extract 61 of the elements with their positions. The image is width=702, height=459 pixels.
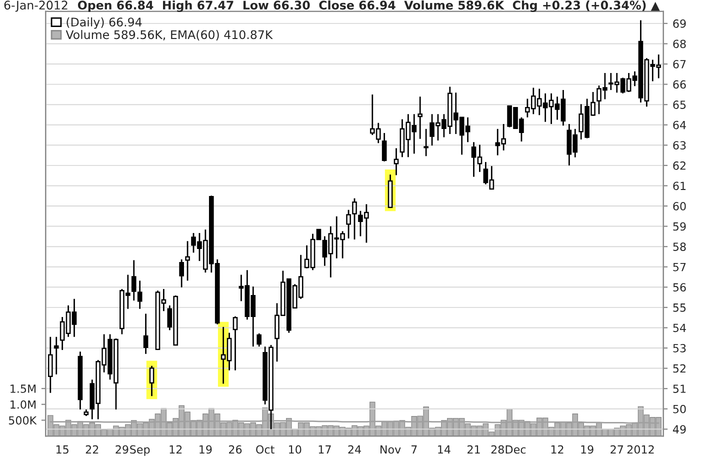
x-tick-label: Nov [380, 445, 401, 454]
candlestick [418, 96, 423, 140]
candlestick [179, 258, 184, 288]
x-tick-label: 21 [468, 445, 480, 454]
y2-tick-label: 1.0M [10, 400, 36, 409]
y-tick-label: 67 [673, 60, 686, 68]
y-tick-label: 53 [673, 344, 686, 352]
candlestick [149, 365, 154, 397]
candlestick [256, 332, 262, 348]
x-tick-label: 12 [170, 445, 182, 454]
y-tick-label: 50 [673, 404, 686, 414]
x-tick-label: 26 [228, 445, 242, 454]
x-tick-label: 2012 [627, 445, 654, 454]
y-tick-label: 63 [673, 141, 686, 150]
y-tick-label: 66 [673, 80, 686, 89]
x-tick-label: Dec [506, 445, 526, 454]
y-tick-label: 56 [673, 283, 686, 292]
candlestick [232, 316, 238, 372]
y-tick-label: 52 [673, 364, 686, 373]
y-tick-label: 60 [673, 202, 686, 210]
y-tick-label: 69 [673, 19, 686, 28]
x-tick-label: 24 [348, 445, 361, 454]
x-tick-label: 19 [581, 445, 594, 454]
legend-label: Volume 589.56K, EMA(60) 410.87K [66, 30, 273, 41]
candlestick [424, 128, 428, 157]
legend-label: (Daily) 66.94 [66, 17, 142, 29]
candlestick [185, 240, 190, 282]
x-tick-label: 22 [86, 445, 98, 454]
y-tick-label: 54 [673, 324, 686, 332]
y-tick-label: 49 [672, 425, 686, 434]
y-tick-label: 65 [673, 100, 686, 109]
y-tick-label: 57 [673, 262, 686, 272]
x-tick-label: 10 [289, 445, 302, 454]
chart-title: Open 66.84 High 67.47 Low 66.30 Close 66.94 Volume 589.6K Chg +0.23 (+0.34%) ▲ [78, 0, 660, 12]
y-tick-label: 58 [673, 242, 686, 251]
x-tick-label: 17 [318, 445, 331, 454]
x-tick-label: 27 [610, 445, 623, 454]
x-tick-label: 12 [551, 445, 564, 454]
candlestick [143, 313, 148, 355]
candlestick [394, 148, 399, 176]
x-tick-label: 28 [491, 445, 504, 454]
candlestick [54, 336, 59, 376]
candlestick [48, 336, 53, 394]
x-tick-label: Sep [130, 445, 150, 456]
y-tick-label: 51 [673, 384, 686, 393]
x-tick-label: 29 [116, 445, 128, 454]
y-tick-label: 61 [673, 182, 686, 190]
y2-tick-label: 1.5M [10, 384, 36, 393]
y-tick-label: 62 [673, 161, 686, 170]
y-tick-label: 59 [673, 222, 686, 231]
y-tick-label: 68 [673, 40, 686, 48]
x-tick-label: 7 [412, 445, 417, 454]
y2-tick-label: 500K [8, 416, 37, 425]
y-tick-label: 64 [673, 120, 686, 130]
candlestick [382, 132, 387, 162]
y-tick-label: 55 [673, 304, 686, 312]
annotation: 6-Jan-2012 [4, 0, 68, 12]
x-tick-label: 19 [200, 445, 212, 454]
x-tick-label: 15 [56, 445, 68, 454]
x-tick-label: 14 [438, 445, 450, 454]
x-tick-label: Oct [256, 445, 274, 454]
